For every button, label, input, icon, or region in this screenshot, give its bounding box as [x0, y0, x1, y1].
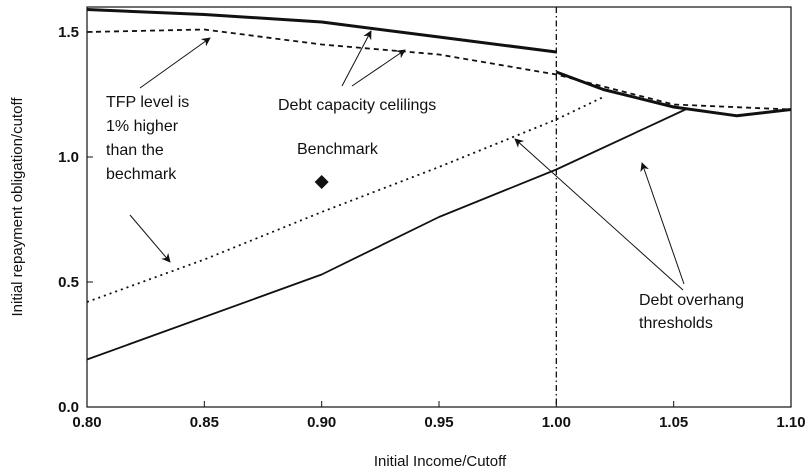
arrow-capacity-right: [351, 49, 406, 87]
x-tick-label: 0.95: [424, 414, 453, 431]
annotation-arrows: [129, 30, 685, 291]
arrow-capacity-left: [341, 30, 372, 87]
x-tick-label: 1.00: [542, 414, 571, 431]
x-tick-label: 0.85: [190, 414, 219, 431]
x-tick-label: 0.80: [72, 414, 101, 431]
y-tick-label: 0.5: [58, 274, 79, 291]
x-axis: 0.80 0.85 0.90 0.95 1.00 1.05 1.10: [72, 401, 806, 431]
arrow-overhang-left: [514, 138, 684, 291]
annotation-overhang-line-1: Debt overhang: [639, 292, 744, 309]
series-line-4: [86, 108, 686, 361]
x-axis-title: Initial Income/Cutoff: [374, 453, 507, 470]
benchmark-group: [314, 175, 329, 189]
annotation-debt-overhang: Debt overhang thresholds: [639, 292, 748, 332]
x-tick-label: 1.05: [659, 414, 688, 431]
x-tick-label: 0.90: [307, 414, 336, 431]
annotation-tfp-line-2: 1% higher: [106, 118, 179, 135]
arrow-tfp-upper: [139, 37, 211, 89]
series-group: [86, 8, 792, 361]
annotation-debt-capacity: Debt capacity celilings: [278, 97, 436, 114]
annotation-tfp-line-4: bechmark: [106, 166, 177, 183]
series-line-1: [86, 8, 557, 54]
annotation-overhang-line-2: thresholds: [639, 315, 713, 332]
series-line-3: [86, 28, 792, 111]
y-tick-label: 0.0: [58, 399, 79, 416]
y-axis: 0.0 0.5 1.0 1.5: [58, 24, 93, 416]
annotation-tfp-line-1: TFP level is: [106, 94, 189, 111]
x-tick-label: 1.10: [776, 414, 805, 431]
y-tick-label: 1.5: [58, 24, 79, 41]
benchmark-marker: [314, 175, 329, 189]
y-tick-label: 1.0: [58, 149, 79, 166]
plot-area: [86, 6, 792, 408]
arrow-tfp-lower: [129, 214, 171, 263]
annotation-benchmark: Benchmark: [297, 141, 379, 158]
y-axis-title: Initial repayment obligation/cutoff: [9, 97, 26, 317]
series-line-5: [86, 96, 604, 303]
annotation-tfp-line-3: than the: [106, 142, 164, 159]
annotation-tfp: TFP level is 1% higher than the bechmark: [106, 94, 194, 183]
arrow-overhang-right: [640, 162, 685, 285]
series-line-2: [555, 70, 792, 118]
